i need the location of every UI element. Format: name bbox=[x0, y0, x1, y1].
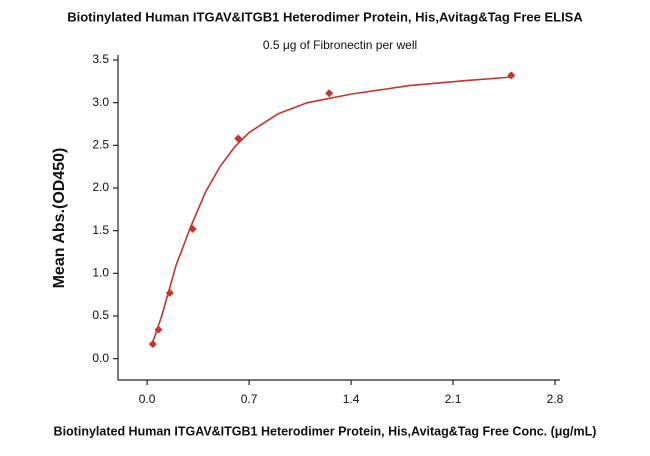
x-tick-label: 2.1 bbox=[445, 392, 462, 406]
fit-curve bbox=[150, 76, 512, 347]
data-point bbox=[507, 71, 516, 80]
y-tick-label: 2.5 bbox=[92, 138, 109, 152]
y-tick-label: 1.0 bbox=[92, 266, 109, 280]
x-axis-label: Biotinylated Human ITGAV&ITGB1 Heterodim… bbox=[54, 424, 597, 438]
y-tick-label: 2.0 bbox=[92, 180, 109, 194]
y-tick-label: 3.0 bbox=[92, 95, 109, 109]
y-axis-label: Mean Abs.(OD450) bbox=[51, 148, 68, 289]
y-tick-label: 3.5 bbox=[92, 52, 109, 66]
y-tick-label: 0.0 bbox=[92, 351, 109, 365]
x-tick-label: 1.4 bbox=[343, 392, 360, 406]
y-tick-label: 1.5 bbox=[92, 223, 109, 237]
x-tick-label: 0.0 bbox=[139, 392, 156, 406]
x-tick-label: 2.8 bbox=[547, 392, 564, 406]
chart-title: Biotinylated Human ITGAV&ITGB1 Heterodim… bbox=[67, 9, 583, 24]
data-point bbox=[325, 89, 334, 98]
y-tick-label: 0.5 bbox=[92, 308, 109, 322]
chart-subtitle: 0.5 μg of Fibronectin per well bbox=[263, 38, 417, 52]
x-tick-label: 0.7 bbox=[241, 392, 258, 406]
